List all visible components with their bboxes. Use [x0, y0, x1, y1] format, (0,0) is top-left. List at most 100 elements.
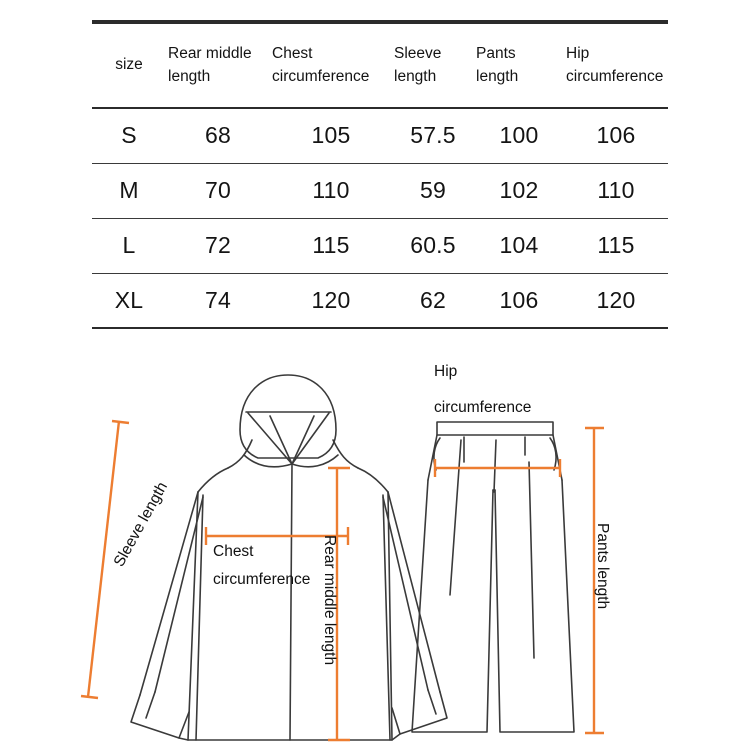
cell-sleeve-length: 57.5: [392, 108, 474, 164]
pants-crease-right: [528, 461, 535, 659]
pants-crease-left: [449, 439, 462, 596]
label-pants-length: Pants length: [594, 523, 611, 610]
size-table-container: size Rear middle length Chest circumfere…: [92, 20, 668, 329]
column-header-size-line1: size: [115, 56, 143, 74]
column-header-rear-line1: Rear middle: [168, 45, 252, 63]
table-header: size Rear middle length Chest circumfere…: [92, 24, 668, 109]
sleeve-length-arrow: [80, 419, 130, 700]
label-chest-circumference-line2: circumference: [213, 571, 311, 588]
sleeve-left-hem-join: [178, 737, 189, 741]
pants-length-arrow: [585, 426, 604, 735]
pants-drawing: [411, 421, 575, 733]
label-hip-circumference-line1: Hip: [434, 363, 458, 380]
pants-crease-right-lower: [497, 492, 533, 658]
column-header-chest-line2: circumference: [272, 67, 370, 85]
cell-pants-length: 104: [474, 218, 564, 274]
column-header-chest-line1: Chest: [272, 45, 313, 63]
pants-crease-center: [493, 439, 497, 493]
cell-sleeve-length: 62: [392, 273, 474, 329]
collar-right: [332, 439, 359, 469]
measurement-arrows: [80, 419, 604, 742]
neckline-right: [291, 454, 339, 468]
rear-middle-length-arrow: [328, 466, 350, 742]
sleeve-right-inner: [382, 496, 429, 691]
hood-drape-inner-left: [269, 415, 293, 465]
shoulder-left: [197, 467, 229, 493]
cell-chest-circumference: 105: [270, 108, 392, 164]
jacket-drawing: [130, 374, 448, 741]
pants-left-leg: [411, 479, 494, 733]
sleeve-right-hem-join: [391, 733, 401, 741]
cell-sleeve-length: 60.5: [392, 218, 474, 274]
sleeve-right-cuff-seam: [427, 689, 437, 715]
body-seam-right: [382, 494, 391, 741]
column-header-sleeve-length: Sleeve length: [392, 24, 474, 109]
cell-size: XL: [92, 273, 166, 329]
garment-diagrams: [0, 340, 750, 750]
sleeve-left-inner: [154, 496, 204, 693]
hood-drape-left: [247, 412, 293, 465]
hood-drape-right: [291, 412, 330, 465]
sleeve-left-outer: [139, 491, 199, 696]
shoulder-right: [357, 467, 389, 493]
column-header-rear-middle-length: Rear middle length: [166, 24, 270, 109]
diagram-svg: [80, 374, 604, 742]
cell-chest-circumference: 120: [270, 273, 392, 329]
table-row: XL 74 120 62 106 120: [92, 273, 668, 329]
column-header-rear-line2: length: [168, 67, 211, 85]
cell-size: L: [92, 218, 166, 274]
sleeve-left-cuff-seam: [145, 691, 156, 719]
cell-hip-circumference: 110: [564, 163, 668, 219]
column-header-hip-line1: Hip: [566, 45, 590, 63]
hood-outline: [239, 374, 337, 459]
column-header-pants-length: Pants length: [474, 24, 564, 109]
cell-hip-circumference: 106: [564, 108, 668, 164]
cell-size: S: [92, 108, 166, 164]
size-table: size Rear middle length Chest circumfere…: [92, 24, 668, 329]
neckline-left: [243, 454, 293, 468]
cell-rear-middle-length: 70: [166, 163, 270, 219]
cell-chest-circumference: 115: [270, 218, 392, 274]
column-header-hip-circumference: Hip circumference: [564, 24, 668, 109]
cell-rear-middle-length: 68: [166, 108, 270, 164]
cell-size: M: [92, 163, 166, 219]
sleeve-left-cuff: [130, 694, 190, 739]
cell-pants-length: 100: [474, 108, 564, 164]
table-body: S 68 105 57.5 100 106 M 70 110 59 102 11…: [92, 108, 668, 329]
column-header-sleeve-line1: Sleeve: [394, 45, 442, 63]
column-header-chest-circumference: Chest circumference: [270, 24, 392, 109]
pants-left-hip: [427, 434, 438, 481]
label-hip-circumference-line2: circumference: [434, 399, 532, 416]
hip-circumference-arrow: [433, 459, 562, 477]
center-zipper-line: [289, 463, 293, 741]
body-seam-left: [195, 494, 204, 741]
column-header-pants-line1: Pants: [476, 45, 516, 63]
chest-circumference-arrow: [204, 527, 350, 545]
column-header-sleeve-line2: length: [394, 67, 437, 85]
column-header-hip-line2: circumference: [566, 67, 664, 85]
table-row: S 68 105 57.5 100 106: [92, 108, 668, 164]
table-row: L 72 115 60.5 104 115: [92, 218, 668, 274]
cell-rear-middle-length: 72: [166, 218, 270, 274]
table-header-row: size Rear middle length Chest circumfere…: [92, 24, 668, 109]
cell-pants-length: 102: [474, 163, 564, 219]
cell-hip-circumference: 120: [564, 273, 668, 329]
pants-right-leg: [494, 479, 575, 733]
column-header-pants-line2: length: [476, 67, 519, 85]
column-header-size: size: [92, 24, 166, 109]
collar-left: [227, 439, 253, 469]
sleeve-right-outer: [387, 491, 441, 693]
sleeve-right-cuff: [391, 691, 448, 735]
table-row: M 70 110 59 102 110: [92, 163, 668, 219]
pants-waistband: [436, 421, 554, 436]
cell-rear-middle-length: 74: [166, 273, 270, 329]
cell-sleeve-length: 59: [392, 163, 474, 219]
label-chest-circumference-line1: Chest: [213, 543, 254, 560]
label-rear-middle-length: Rear middle length: [321, 535, 338, 666]
table-top-double-rule: [92, 20, 668, 24]
cell-hip-circumference: 115: [564, 218, 668, 274]
cell-chest-circumference: 110: [270, 163, 392, 219]
hood-drape-inner-right: [291, 415, 315, 465]
cell-pants-length: 106: [474, 273, 564, 329]
